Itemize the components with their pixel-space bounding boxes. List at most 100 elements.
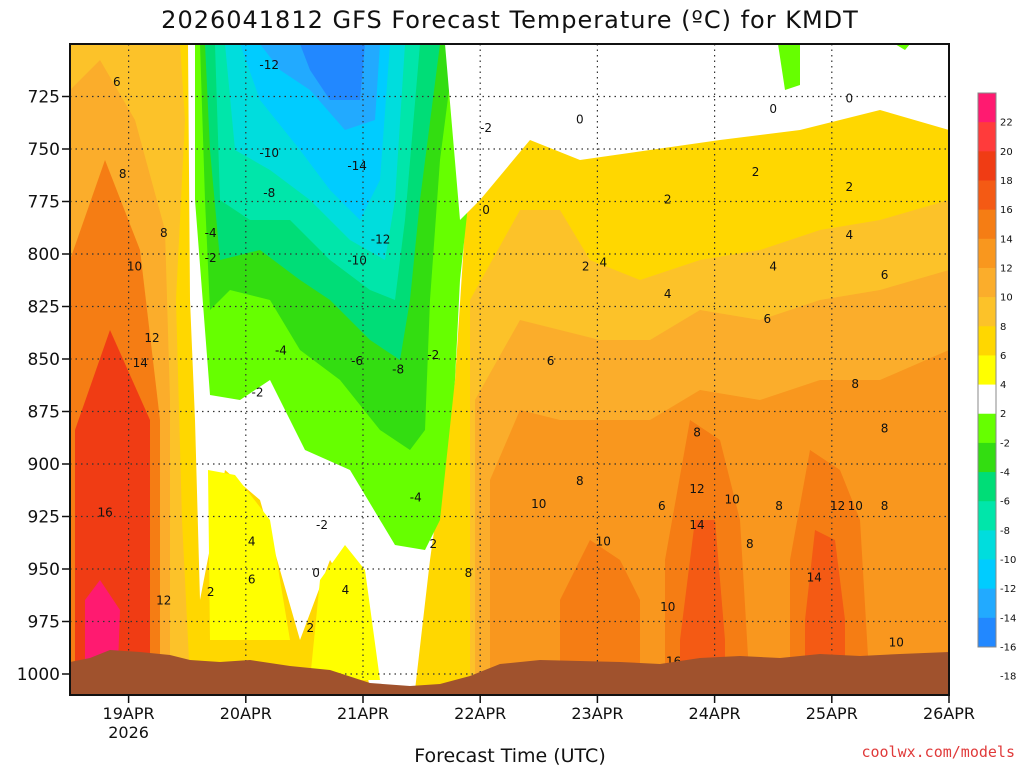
contour-label: 2 [664,192,672,206]
colorbar-swatch [978,617,996,648]
contour-label: 6 [113,75,121,89]
x-tick-sublabel: 2026 [108,723,149,742]
contour-label: 8 [160,226,168,240]
contour-label: -4 [205,226,217,240]
contour-label: 8 [881,499,889,513]
contour-label: 0 [846,92,854,106]
colorbar-label: 4 [1000,380,1006,391]
contour-label: 2 [846,180,854,194]
fill-hot-left [85,580,120,665]
contour-label: -4 [275,344,287,358]
colorbar-swatch [978,501,996,531]
colorbar-swatch [978,472,996,502]
contour-label: 6 [248,573,256,587]
terrain-ground [70,650,949,695]
credit-text[interactable]: coolwx.com/models [861,743,1015,761]
contour-label: 12 [689,482,704,496]
contour-labels: 6881012141612-4-2-12-10-8-4-2462-2024-14… [98,58,904,694]
contour-label: 14 [807,570,822,584]
colorbar-swatch [978,442,996,473]
contour-label: 10 [531,497,546,511]
contour-label: 4 [599,255,607,269]
x-axis-title: Forecast Time (UTC) [414,745,605,767]
colorbar-label: 8 [1000,322,1006,333]
colorbar: 22 20 18 16 14 12 10 8 6 4 2 -2 -4 -6 -8 -10 -12 -14 -16 -1… [977,92,1016,683]
contour-label: 2 [306,621,314,635]
contour-label: 4 [664,287,672,301]
contour-label: 14 [689,518,704,532]
contour-label: 10 [127,260,142,274]
colorbar-label: -6 [1000,497,1010,508]
fill-yellow-cold-pocket [208,470,380,680]
fill-red-right [680,520,845,690]
contour-label: 2 [207,585,215,599]
contour-label: 10 [889,636,904,650]
colorbar-swatch [978,180,996,211]
contour-label: 4 [248,535,256,549]
y-tick-label: 800 [28,245,60,265]
colorbar-label: -8 [1000,526,1010,537]
y-tick-label: 725 [28,88,60,108]
y-tick-label: 750 [28,140,60,160]
contour-label: 6 [547,354,555,368]
contour-label: 8 [881,421,889,435]
colorbar-label: 10 [1000,293,1013,304]
grid-lines [70,44,949,695]
contour-label: -2 [427,348,439,362]
contour-label: 10 [725,493,740,507]
contour-label: 4 [769,260,777,274]
x-tick-label: 21APR [337,704,389,723]
colorbar-label: 16 [1000,205,1013,216]
contour-label: 14 [133,356,148,370]
contour-label: 0 [769,102,777,116]
contour-label: 8 [851,377,859,391]
y-tick-label: 850 [28,350,60,370]
colorbar-swatch [978,413,996,444]
x-tick-label: 24APR [689,704,741,723]
contour-label: 10 [660,600,675,614]
contour-label: 8 [119,167,127,181]
contour-label: 6 [658,499,666,513]
colorbar-label: -12 [1000,584,1016,595]
colorbar-swatch [978,209,996,240]
contour-label: 2 [752,165,760,179]
colorbar-label: 18 [1000,176,1013,187]
colorbar-swatch [978,297,996,327]
colorbar-frame [977,92,997,648]
contour-label: -8 [392,363,404,377]
contour-label: 8 [693,426,701,440]
contour-label: 10 [596,535,611,549]
y-tick-label: 1000 [17,665,60,685]
fill-green-right [778,44,910,90]
colorbar-swatch [978,151,996,181]
contour-label: -4 [410,491,422,505]
contour-label: -10 [259,146,279,160]
colorbar-swatch [978,93,996,123]
colorbar-label: -2 [1000,438,1010,449]
contour-label: 2 [429,537,437,551]
colorbar-label: -10 [1000,555,1016,566]
contour-label: 12 [144,331,159,345]
contour-label: 0 [576,113,584,127]
colorbar-swatch [978,530,996,561]
colorbar-label: 12 [1000,263,1013,274]
colorbar-label: -14 [1000,613,1016,624]
contour-label: 8 [775,499,783,513]
contour-label: 2 [582,260,590,274]
colorbar-label: 2 [1000,409,1006,420]
plot-frame [69,43,950,696]
contour-label: 0 [482,203,490,217]
x-tick-label: 22APR [454,704,506,723]
colorbar-label: 20 [1000,147,1013,158]
contour-label: 16 [98,505,113,519]
x-tick-label: 25APR [806,704,858,723]
contour-label: -8 [263,186,275,200]
colorbar-swatch [978,588,996,619]
plot-area: 6881012141612-4-2-12-10-8-4-2462-2024-14… [70,44,949,695]
contour-label: 12 [830,499,845,513]
y-axis: 725 750 775 800 825 850 875 900 925 950 975 1000 [17,88,70,685]
contour-label: 8 [465,566,473,580]
colorbar-swatch [978,238,996,269]
